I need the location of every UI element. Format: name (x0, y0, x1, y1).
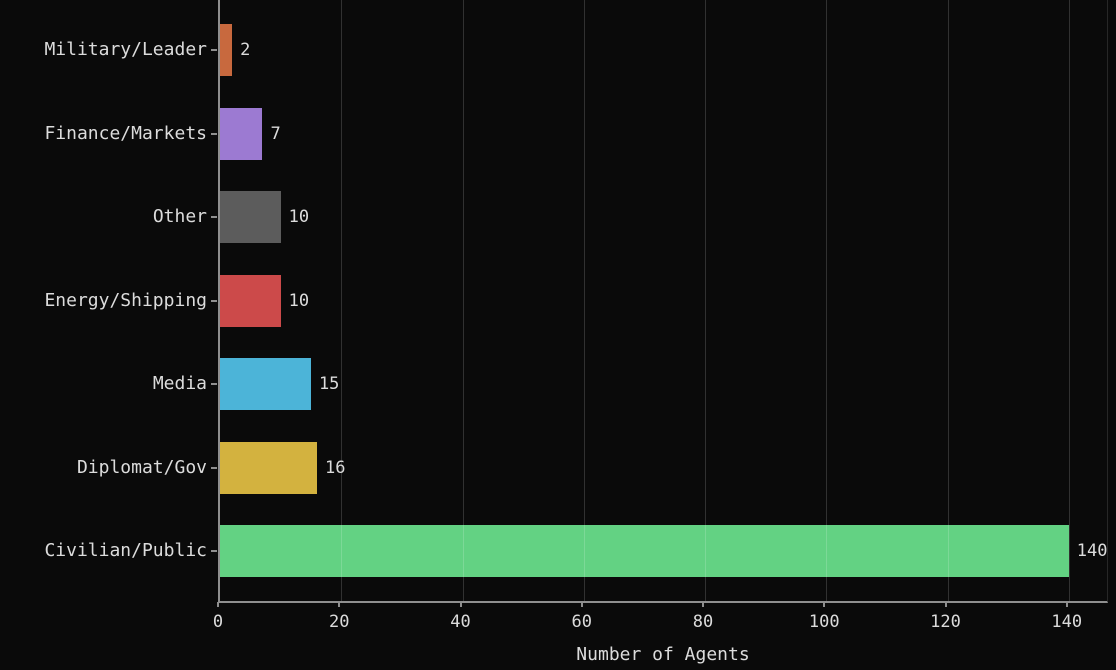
y-tick-mark (211, 466, 217, 469)
value-label: 16 (325, 457, 346, 478)
value-label: 2 (240, 40, 251, 60)
bar-finance-markets (220, 107, 263, 160)
gridline (826, 0, 828, 601)
gridline (705, 0, 706, 601)
bar-military-leader (220, 24, 233, 76)
value-label: 7 (270, 123, 281, 144)
x-tick-mark (1065, 602, 1068, 607)
gridline (947, 0, 949, 601)
plot-area: 2 7 10 10 15 16 140 (218, 0, 1108, 603)
x-tick-label: 120 (930, 612, 961, 632)
bar-other (220, 191, 281, 243)
gridline (462, 0, 464, 601)
x-tick-mark (338, 602, 341, 607)
value-label: 15 (318, 374, 340, 394)
x-tick-label: 60 (571, 612, 592, 632)
x-tick-label: 140 (1051, 612, 1083, 632)
x-tick-label: 100 (808, 612, 840, 632)
value-label: 10 (288, 290, 310, 311)
x-tick-mark (702, 602, 704, 607)
x-tick-label: 80 (692, 612, 714, 632)
gridline (341, 0, 343, 601)
x-tick-label: 0 (212, 612, 224, 632)
y-tick-mark (211, 550, 217, 552)
gridline (583, 0, 585, 601)
y-axis-label: Diplomat/Gov (76, 456, 207, 478)
y-tick-mark (211, 49, 217, 51)
y-axis-label: Other (152, 206, 207, 227)
bar-civilian-public (220, 525, 1069, 577)
y-axis-label: Media (152, 373, 207, 394)
x-tick-mark (459, 602, 462, 607)
bar-diplomat-gov (220, 441, 317, 494)
y-tick-mark (211, 299, 217, 302)
bar-energy-shipping (220, 274, 281, 327)
gridline (1068, 0, 1070, 601)
y-axis-label: Finance/Markets (44, 122, 207, 144)
y-axis-label: Military/Leader (44, 39, 207, 60)
y-tick-mark (211, 216, 217, 218)
x-tick-mark (217, 602, 219, 607)
y-tick-mark (211, 383, 217, 385)
y-tick-mark (211, 132, 217, 135)
x-tick-label: 20 (329, 612, 350, 632)
value-label: 10 (288, 207, 310, 227)
x-tick-label: 40 (450, 612, 471, 632)
y-axis-label: Energy/Shipping (44, 289, 207, 311)
x-axis-label: Number of Agents (576, 644, 750, 665)
x-tick-mark (823, 602, 826, 607)
bar-media (220, 358, 311, 410)
x-tick-mark (580, 602, 583, 607)
x-tick-mark (944, 602, 947, 607)
value-label: 140 (1076, 541, 1108, 561)
y-axis-label: Civilian/Public (44, 540, 207, 561)
